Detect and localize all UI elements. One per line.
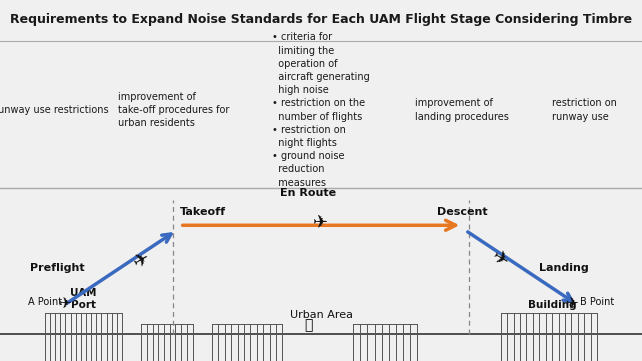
Text: B Point: B Point	[580, 297, 614, 307]
Text: Takeoff: Takeoff	[180, 207, 226, 217]
Text: restriction on
runway use: restriction on runway use	[551, 98, 617, 122]
Text: En Route: En Route	[280, 188, 336, 198]
Text: runway use restrictions: runway use restrictions	[0, 105, 108, 115]
Text: ✈: ✈	[489, 247, 512, 271]
Text: improvement of
landing procedures: improvement of landing procedures	[415, 98, 509, 122]
Text: Requirements to Expand Noise Standards for Each UAM Flight Stage Considering Tim: Requirements to Expand Noise Standards f…	[10, 13, 632, 26]
Text: ✈: ✈	[313, 214, 329, 232]
Text: A Point: A Point	[28, 297, 62, 307]
Text: Urban Area: Urban Area	[290, 310, 352, 320]
Text: Landing: Landing	[539, 263, 589, 273]
Text: improvement of
take-off procedures for
urban residents: improvement of take-off procedures for u…	[117, 92, 229, 128]
Text: • criteria for
  limiting the
  operation of
  aircraft generating
  high noise
: • criteria for limiting the operation of…	[272, 32, 370, 187]
Text: Preflight: Preflight	[30, 263, 85, 273]
Text: Descent: Descent	[437, 207, 487, 217]
Text: ✈: ✈	[565, 296, 578, 311]
Text: Building: Building	[528, 300, 577, 310]
Text: 🚚: 🚚	[304, 318, 313, 332]
Text: ✈: ✈	[130, 247, 153, 271]
Text: UAM
Port: UAM Port	[70, 288, 97, 310]
Text: ✈: ✈	[58, 296, 71, 311]
